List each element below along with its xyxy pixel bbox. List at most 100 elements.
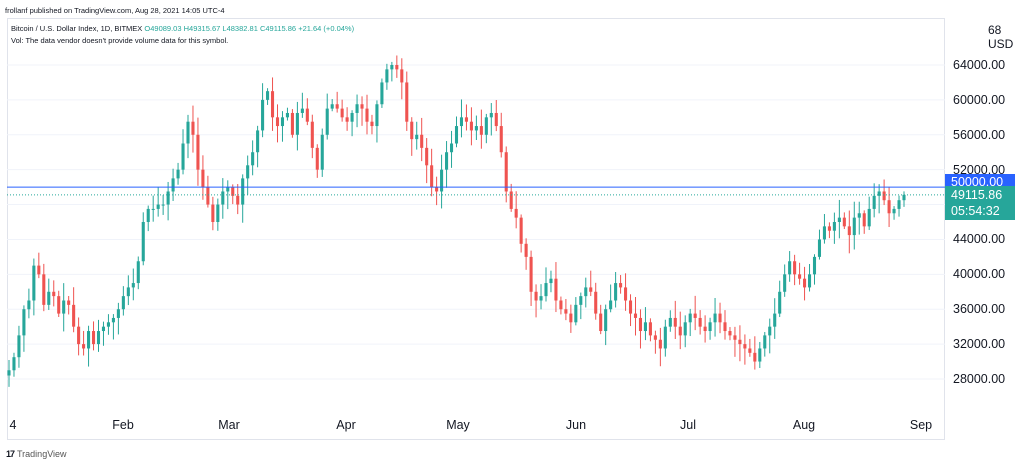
candle-body: [827, 226, 831, 231]
candle-body: [763, 335, 767, 349]
candle-body: [156, 204, 160, 209]
y-tick-label: 52000.00: [953, 162, 1006, 177]
candle-body: [201, 169, 205, 188]
candle-body: [191, 121, 195, 135]
candle-body: [280, 117, 285, 127]
price-axis[interactable]: 64000.0060000.0056000.0052000.0048000.00…: [945, 18, 1017, 440]
candle-body: [514, 208, 518, 218]
candle-body: [32, 265, 36, 301]
axis-top-label: 68: [988, 23, 1002, 37]
candle-body: [176, 169, 180, 179]
candle-body: [713, 313, 717, 323]
candle-body: [285, 112, 289, 118]
candle-body: [166, 191, 170, 205]
candle-body: [529, 256, 533, 292]
plot-area[interactable]: [7, 18, 945, 440]
candle-body: [37, 265, 41, 275]
candle-body: [111, 317, 115, 323]
candle-body: [355, 104, 359, 113]
candle-body: [275, 117, 280, 127]
candle-body: [141, 222, 145, 262]
candle-body: [42, 274, 46, 305]
candle-body: [653, 335, 657, 340]
candle-body: [857, 213, 861, 218]
candle-body: [464, 117, 468, 122]
x-tick-label: May: [446, 418, 470, 432]
y-tick-label: 56000.00: [953, 127, 1006, 142]
candle-body: [524, 243, 528, 257]
candle-body: [897, 200, 901, 209]
candle-body: [295, 112, 299, 135]
candle-body: [96, 331, 101, 345]
candle-body: [609, 300, 613, 310]
candle-body: [251, 152, 255, 166]
candle-body: [594, 291, 598, 314]
candle-body: [604, 309, 608, 332]
x-tick-label: Sep: [909, 418, 933, 432]
candle-body: [82, 344, 86, 349]
candle-body: [658, 339, 662, 349]
candle-body: [186, 121, 190, 144]
candle-body: [221, 191, 225, 205]
candle-body: [867, 208, 871, 227]
y-tick-label: 44000.00: [953, 232, 1006, 247]
candle-body: [17, 335, 21, 358]
candle-body: [832, 222, 836, 231]
candle-body: [564, 309, 568, 314]
candle-body: [599, 313, 603, 332]
candle-body: [499, 126, 503, 153]
x-tick-label: 4: [9, 418, 17, 432]
candle-body: [454, 126, 459, 144]
candle-body: [554, 278, 558, 301]
candle-body: [678, 326, 682, 336]
x-tick-label: Aug: [792, 418, 816, 432]
candle-body: [67, 300, 71, 305]
candle-body: [584, 287, 588, 297]
publish-header: frollanf published on TradingView.com, A…: [5, 6, 225, 15]
candle-body: [638, 317, 643, 332]
candle-body: [216, 204, 220, 222]
candle-body: [892, 208, 896, 214]
candle-body: [370, 121, 374, 127]
candle-body: [474, 126, 478, 131]
candle-body: [430, 165, 434, 188]
candle-body: [469, 121, 473, 131]
candle-body: [708, 322, 712, 332]
candle-body: [494, 112, 498, 127]
candle-body: [261, 99, 265, 131]
candle-body: [440, 169, 444, 192]
candle-body: [544, 283, 548, 297]
candle-body: [847, 226, 851, 236]
candle-body: [325, 108, 329, 135]
candle-body: [589, 287, 593, 292]
candle-body: [241, 178, 245, 205]
candle-body: [872, 195, 876, 209]
candle-body: [72, 304, 76, 327]
candle-body: [534, 291, 538, 301]
candle-body: [390, 65, 394, 70]
candle-body: [27, 300, 31, 310]
candle-body: [504, 152, 508, 192]
candle-body: [733, 335, 737, 340]
candle-body: [539, 296, 543, 301]
candle-body: [758, 348, 762, 362]
candle-body: [887, 200, 891, 214]
candle-body: [7, 370, 11, 376]
candle-body: [77, 326, 81, 345]
candle-body: [783, 274, 787, 292]
tradingview-brand: TradingView: [17, 449, 67, 459]
y-tick-label: 28000.00: [953, 372, 1006, 386]
symbol-name[interactable]: Bitcoin / U.S. Dollar Index, 1D, BITMEX: [11, 24, 143, 33]
candle-body: [345, 117, 349, 122]
candle-body: [425, 147, 429, 166]
candle-body: [812, 256, 817, 275]
currency-label[interactable]: 68 USD: [986, 23, 1024, 51]
candle-body: [643, 322, 647, 332]
candle-body: [270, 91, 275, 118]
candle-body: [822, 226, 826, 240]
candle-body: [320, 134, 324, 170]
candle-body: [340, 108, 344, 118]
candle-body: [748, 348, 752, 353]
candle-body: [902, 194, 906, 201]
